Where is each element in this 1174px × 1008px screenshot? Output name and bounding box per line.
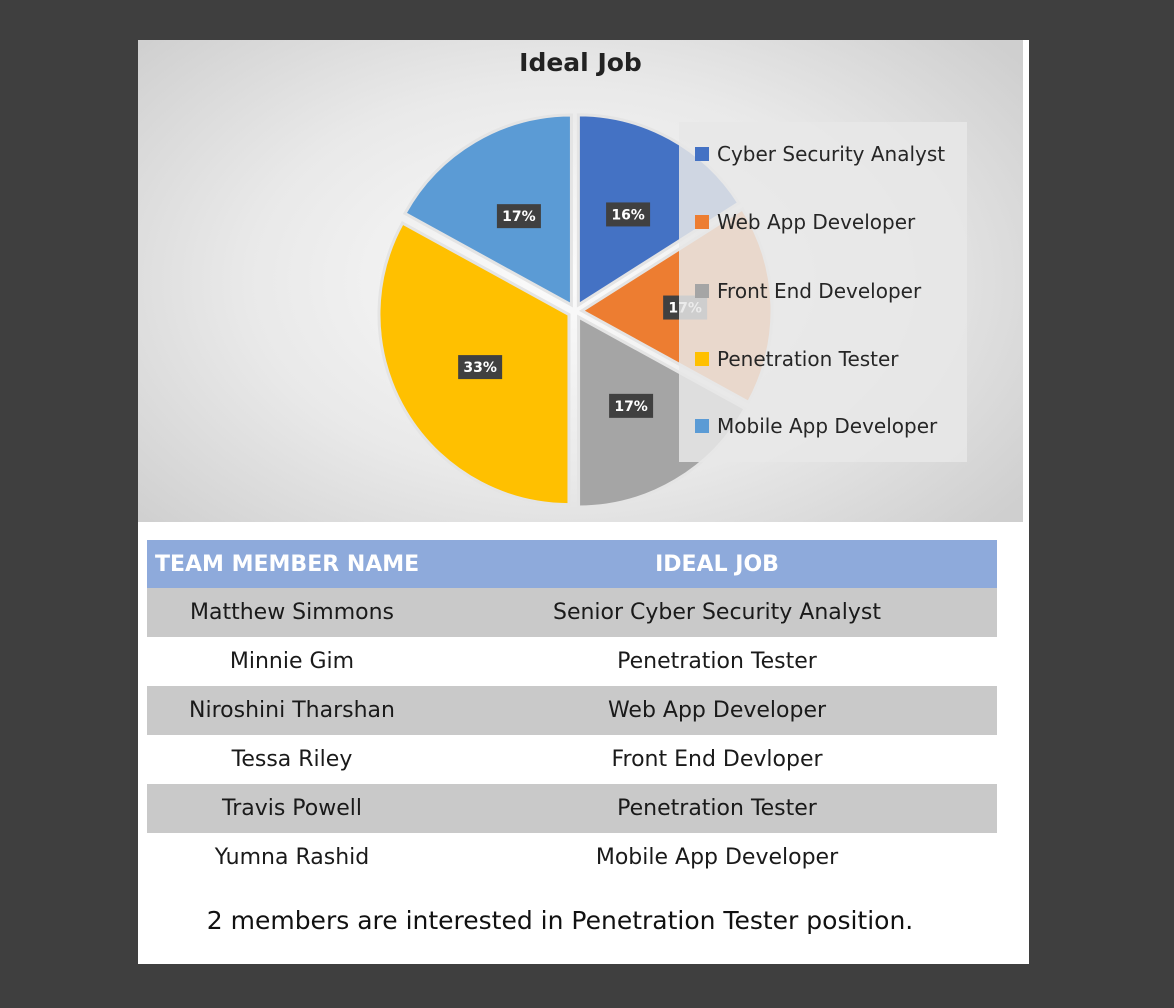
chart-legend: Cyber Security Analyst Web App Developer…	[679, 122, 967, 462]
legend-item: Penetration Tester	[695, 347, 899, 371]
legend-label: Mobile App Developer	[717, 414, 938, 438]
chart-title: Ideal Job	[519, 48, 642, 77]
member-name-cell: Tessa Riley	[147, 735, 437, 784]
legend-item: Cyber Security Analyst	[695, 142, 945, 166]
legend-label: Front End Developer	[717, 279, 922, 303]
legend-item: Web App Developer	[695, 210, 915, 234]
table-row: Tessa Riley Front End Devloper	[147, 735, 997, 784]
table-row: Yumna Rashid Mobile App Developer	[147, 833, 997, 882]
member-name-cell: Minnie Gim	[147, 637, 437, 686]
ideal-job-cell: Web App Developer	[437, 686, 997, 735]
pie-data-label-text: 33%	[463, 360, 497, 376]
pie-data-label-text: 17%	[614, 399, 648, 415]
member-name-cell: Yumna Rashid	[147, 833, 437, 882]
pie-data-label: 17%	[496, 204, 541, 229]
pie-chart-area: Ideal Job 16%17%17%33%17% Cyber Security…	[138, 40, 1023, 522]
legend-swatch	[695, 352, 709, 366]
legend-item: Mobile App Developer	[695, 414, 937, 438]
pie-data-label-box	[496, 204, 541, 229]
table-row: Niroshini Tharshan Web App Developer	[147, 686, 997, 735]
column-header-name: TEAM MEMBER NAME	[147, 540, 437, 588]
ideal-job-cell: Penetration Tester	[437, 637, 997, 686]
summary-text: 2 members are interested in Penetration …	[206, 906, 914, 935]
pie-data-label-text: 17%	[502, 209, 536, 225]
member-name-cell: Matthew Simmons	[147, 588, 437, 637]
team-ideal-job-table: TEAM MEMBER NAME IDEAL JOB Matthew Simmo…	[147, 540, 997, 882]
pie-data-label-box	[606, 202, 651, 227]
ideal-job-cell: Senior Cyber Security Analyst	[437, 588, 997, 637]
legend-label: Web App Developer	[717, 210, 916, 234]
pie-data-label-text: 16%	[611, 207, 645, 223]
member-name-cell: Travis Powell	[147, 784, 437, 833]
table-header-row: TEAM MEMBER NAME IDEAL JOB	[147, 540, 997, 588]
pie-data-label: 33%	[458, 355, 503, 380]
report-card: Ideal Job 16%17%17%33%17% Cyber Security…	[138, 40, 1029, 964]
pie-data-label-box	[458, 355, 503, 380]
table-row: Matthew Simmons Senior Cyber Security An…	[147, 588, 997, 637]
legend-swatch	[695, 147, 709, 161]
member-name-cell: Niroshini Tharshan	[147, 686, 437, 735]
ideal-job-cell: Front End Devloper	[437, 735, 997, 784]
legend-swatch	[695, 215, 709, 229]
pie-slice	[402, 113, 573, 308]
pie-data-label-box	[609, 393, 654, 418]
legend-item: Front End Developer	[695, 279, 921, 303]
ideal-job-cell: Mobile App Developer	[437, 833, 997, 882]
legend-label: Cyber Security Analyst	[717, 142, 946, 166]
column-header-job: IDEAL JOB	[437, 540, 997, 588]
legend-swatch	[695, 284, 709, 298]
ideal-job-cell: Penetration Tester	[437, 784, 997, 833]
table-row: Travis Powell Penetration Tester	[147, 784, 997, 833]
legend-label: Penetration Tester	[717, 347, 899, 371]
pie-data-label: 16%	[606, 202, 651, 227]
table-row: Minnie Gim Penetration Tester	[147, 637, 997, 686]
pie-data-label: 17%	[609, 393, 654, 418]
legend-swatch	[695, 419, 709, 433]
